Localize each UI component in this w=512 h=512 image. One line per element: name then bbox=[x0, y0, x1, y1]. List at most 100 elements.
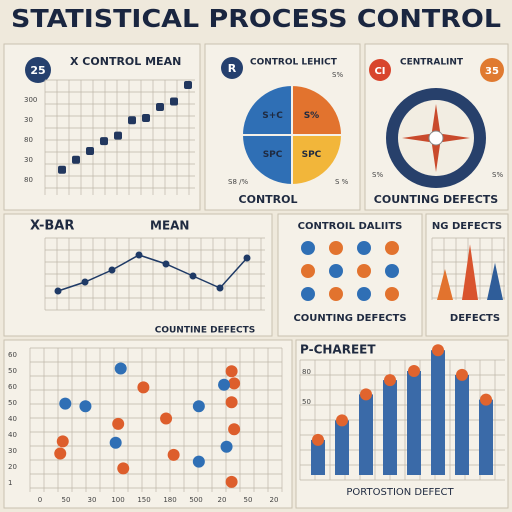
bar-cap bbox=[408, 365, 420, 377]
point bbox=[228, 423, 241, 436]
point bbox=[167, 448, 180, 461]
dot bbox=[385, 287, 399, 301]
dot bbox=[301, 241, 315, 255]
point bbox=[228, 377, 241, 390]
dot bbox=[385, 264, 399, 278]
bar-cap bbox=[432, 344, 444, 357]
bar bbox=[431, 350, 445, 475]
point bbox=[192, 400, 205, 413]
point bbox=[54, 287, 62, 295]
point bbox=[114, 131, 122, 140]
y-tick-label: 30 bbox=[24, 156, 33, 164]
point bbox=[225, 396, 238, 409]
y-tick-label: 50 bbox=[8, 399, 17, 407]
y-tick-label: 60 bbox=[8, 383, 17, 391]
point bbox=[189, 272, 197, 280]
point bbox=[135, 251, 143, 259]
dot bbox=[385, 241, 399, 255]
badge bbox=[25, 57, 51, 83]
dot bbox=[357, 241, 371, 255]
bar bbox=[335, 420, 349, 475]
badge bbox=[480, 58, 504, 82]
x-tick-label: 30 bbox=[88, 496, 97, 504]
badge-text: 25 bbox=[30, 64, 45, 77]
panel-title: CONTROIL DALIITS bbox=[298, 221, 403, 232]
dot bbox=[357, 287, 371, 301]
panel bbox=[3, 339, 293, 509]
dot bbox=[301, 287, 315, 301]
y-tick-label: 30 bbox=[8, 447, 17, 455]
y-tick-label: 1 bbox=[8, 479, 12, 487]
panel-title: CONTROL LEHICT bbox=[250, 58, 338, 68]
note: S% bbox=[372, 171, 383, 179]
badge bbox=[369, 59, 391, 81]
pie-slice bbox=[240, 83, 293, 136]
badge bbox=[221, 57, 243, 79]
panel-footer: COUNTINE DEFECTS bbox=[155, 326, 256, 336]
y-tick-label: 80 bbox=[302, 368, 311, 376]
bar bbox=[359, 394, 373, 475]
bar-cap bbox=[336, 414, 348, 427]
panel-footer: COUNTING DEFECTS bbox=[293, 313, 406, 324]
point bbox=[108, 266, 116, 274]
point bbox=[160, 412, 173, 425]
bar-cap bbox=[480, 393, 492, 406]
dot bbox=[329, 264, 343, 278]
point bbox=[59, 397, 72, 410]
x-tick-label: 0 bbox=[38, 496, 42, 504]
bar-cap bbox=[312, 433, 324, 446]
x-tick-label: 50 bbox=[244, 496, 253, 504]
line bbox=[57, 254, 248, 292]
point bbox=[218, 378, 231, 391]
note: S % bbox=[335, 178, 349, 186]
point bbox=[128, 116, 136, 125]
point bbox=[109, 436, 122, 449]
spike bbox=[487, 262, 503, 300]
panel-title: CENTRALINT bbox=[400, 58, 464, 68]
x-tick-label: 180 bbox=[163, 496, 176, 504]
point bbox=[220, 440, 233, 453]
point bbox=[156, 103, 164, 111]
point bbox=[225, 365, 238, 378]
panel-title: X CONTROL MEAN bbox=[70, 55, 181, 68]
x-tick-label: 500 bbox=[189, 496, 202, 504]
spike bbox=[437, 269, 453, 300]
badge-text: 35 bbox=[485, 66, 499, 77]
point bbox=[72, 155, 80, 164]
panel-footer: DEFECTS bbox=[450, 313, 500, 324]
y-tick-label: 30 bbox=[24, 116, 33, 124]
badge-text: CI bbox=[374, 66, 385, 77]
pie-slice bbox=[240, 134, 293, 187]
point bbox=[243, 254, 251, 262]
badge-text: R bbox=[228, 62, 237, 75]
dot bbox=[301, 264, 315, 278]
point bbox=[184, 81, 192, 89]
panel-footer: COUNTING DEFECTS bbox=[374, 193, 498, 206]
y-tick-label: 40 bbox=[8, 431, 17, 439]
panel-footer: CONTROL bbox=[239, 193, 298, 206]
y-tick-label: 50 bbox=[8, 367, 17, 375]
point bbox=[142, 114, 150, 122]
panel-title: X-BAR bbox=[30, 219, 74, 234]
panel-title: NG DEFECTS bbox=[432, 221, 502, 232]
panel bbox=[3, 213, 273, 337]
slice-label: SPC bbox=[302, 150, 322, 160]
pie-slice bbox=[291, 83, 344, 136]
note: S% bbox=[332, 71, 343, 79]
point bbox=[170, 97, 178, 106]
point bbox=[137, 381, 150, 394]
x-tick-label: 150 bbox=[137, 496, 150, 504]
y-tick-label: 300 bbox=[24, 96, 37, 104]
y-tick-label: 80 bbox=[24, 136, 33, 144]
dot bbox=[357, 264, 371, 278]
note: S% bbox=[492, 171, 503, 179]
dot bbox=[329, 241, 343, 255]
spike bbox=[462, 244, 478, 300]
pie-slice bbox=[291, 134, 344, 187]
y-tick-label: 40 bbox=[8, 415, 17, 423]
bar bbox=[455, 374, 469, 475]
point bbox=[192, 455, 205, 468]
bar-cap bbox=[360, 388, 372, 401]
point bbox=[216, 284, 224, 292]
x-tick-label: 50 bbox=[62, 496, 71, 504]
